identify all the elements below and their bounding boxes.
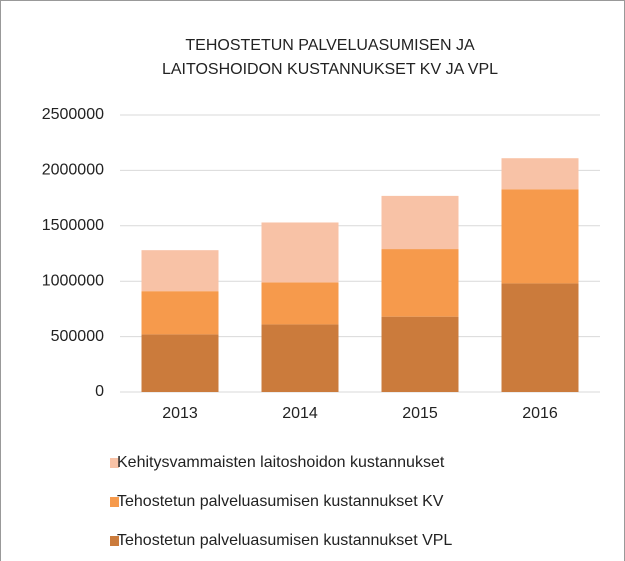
bar-segment bbox=[381, 249, 459, 317]
y-tick-label: 2000000 bbox=[42, 162, 104, 179]
bar-segment bbox=[261, 324, 339, 392]
y-tick-label: 500000 bbox=[51, 328, 104, 345]
bar-segment bbox=[261, 282, 339, 325]
legend-swatch bbox=[110, 497, 119, 507]
x-tick-label: 2013 bbox=[162, 405, 198, 422]
bar-segment bbox=[141, 334, 219, 392]
chart-title: LAITOSHOIDON KUSTANNUKSET KV JA VPL bbox=[162, 61, 498, 78]
chart-title: TEHOSTETUN PALVELUASUMISEN JA bbox=[185, 37, 475, 54]
legend-swatch bbox=[110, 458, 119, 468]
y-tick-label: 1500000 bbox=[42, 217, 104, 234]
bar-segment bbox=[141, 291, 219, 335]
x-tick-label: 2016 bbox=[522, 405, 558, 422]
bar-segment bbox=[501, 158, 579, 190]
y-tick-label: 2500000 bbox=[42, 106, 104, 123]
bar-segment bbox=[381, 316, 459, 392]
y-tick-label: 0 bbox=[95, 383, 104, 400]
bar-segment bbox=[501, 283, 579, 392]
bar-segment bbox=[501, 189, 579, 284]
legend-label: Tehostetun palveluasumisen kustannukset … bbox=[117, 532, 452, 549]
bar-segment bbox=[141, 250, 219, 292]
legend-label: Kehitysvammaisten laitoshoidon kustannuk… bbox=[117, 454, 445, 471]
x-tick-label: 2015 bbox=[402, 405, 438, 422]
bar-segment bbox=[261, 222, 339, 283]
x-tick-label: 2014 bbox=[282, 405, 318, 422]
y-tick-label: 1000000 bbox=[42, 272, 104, 289]
bar-segment bbox=[381, 195, 459, 250]
legend-swatch bbox=[110, 536, 119, 546]
legend-label: Tehostetun palveluasumisen kustannukset … bbox=[117, 493, 444, 510]
